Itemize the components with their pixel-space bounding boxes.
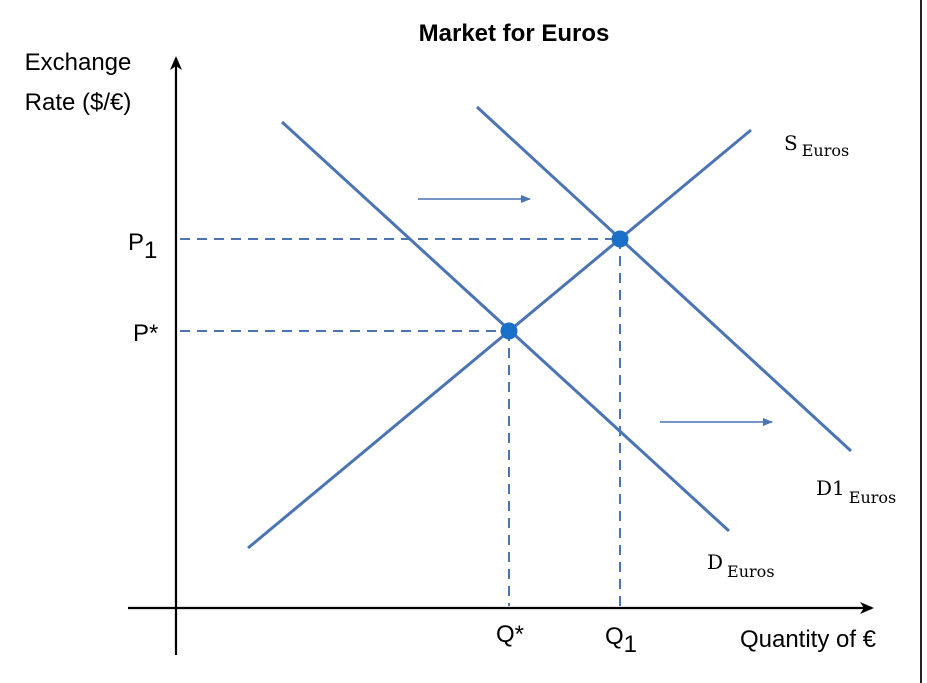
- p1-tick-main: P: [128, 229, 144, 256]
- supply-label-main: S: [784, 131, 798, 155]
- qstar-tick-label: Q*: [496, 621, 524, 648]
- demand-label-sub: Euros: [727, 562, 774, 581]
- q1-tick-main: Q: [605, 623, 624, 650]
- p1-tick-sub: 1: [144, 237, 157, 264]
- p1-tick-label: P1: [128, 229, 157, 264]
- demand-new-curve-label: D1 Euros: [816, 476, 896, 507]
- q1-tick-label: Q1: [605, 623, 637, 658]
- y-axis-label-line1: Exchange: [25, 49, 132, 76]
- new-equilibrium-point: [611, 230, 629, 248]
- pstar-tick-label: P*: [133, 320, 158, 347]
- supply-label-sub: Euros: [802, 141, 849, 160]
- supply-curve: [247, 128, 752, 550]
- chart-title: Market for Euros: [419, 20, 610, 47]
- demand-new-curve: [475, 105, 853, 453]
- initial-equilibrium-point: [500, 322, 518, 340]
- supply-curve-label: S Euros: [784, 131, 849, 160]
- demand-new-label-sub: Euros: [849, 488, 896, 507]
- x-axis-label: Quantity of €: [740, 626, 877, 653]
- q1-tick-sub: 1: [624, 631, 637, 658]
- y-axis-label-line2: Rate ($/€): [25, 89, 132, 116]
- demand-new-label-main: D1: [816, 476, 845, 500]
- demand-curve-label: D Euros: [707, 550, 775, 581]
- demand-label-main: D: [707, 550, 723, 574]
